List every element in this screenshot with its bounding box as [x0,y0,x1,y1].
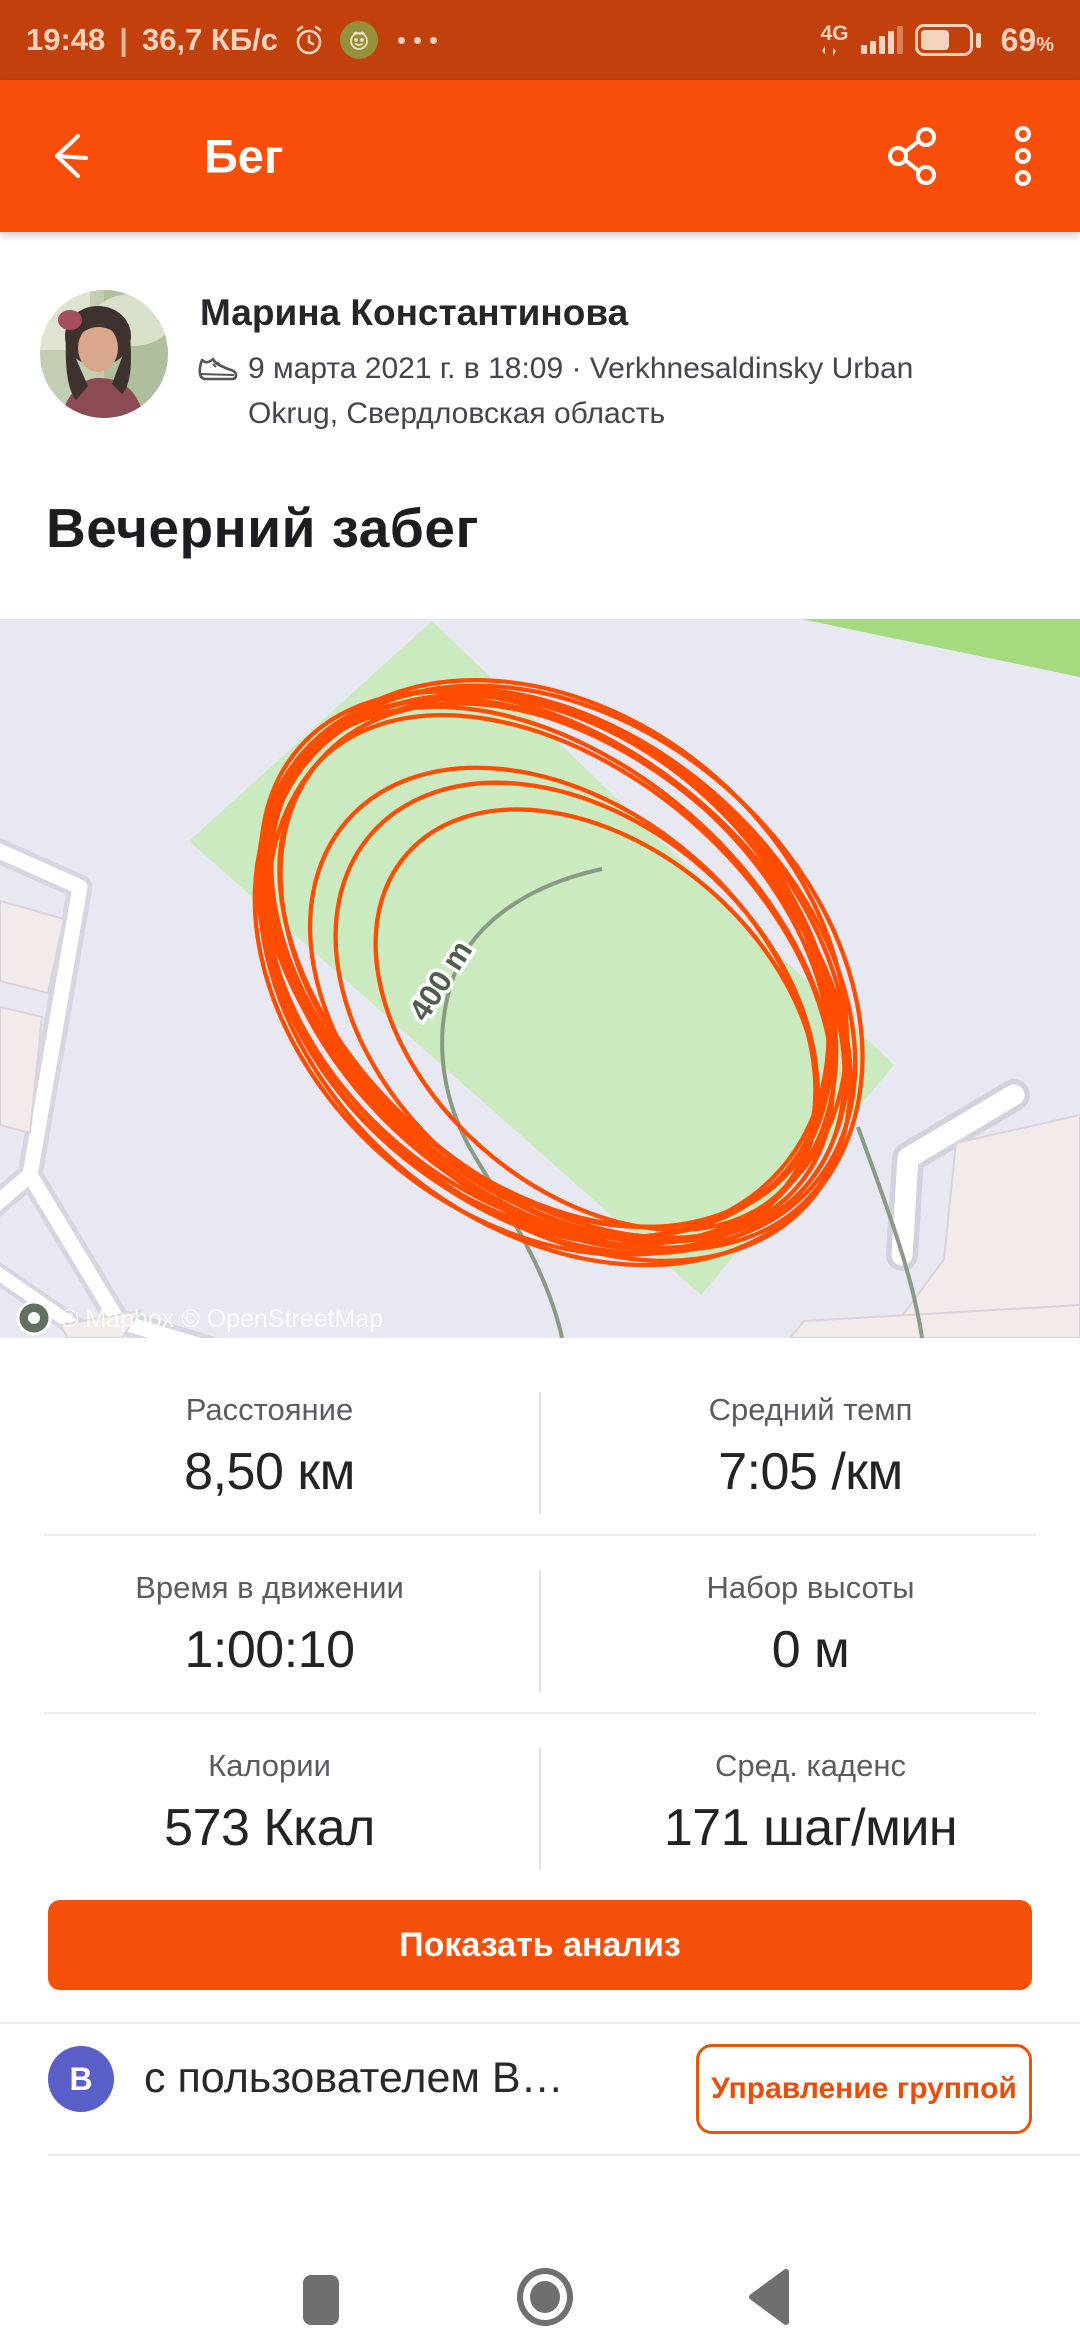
stat-avg-pace: Средний темп 7:05 /км [541,1378,1080,1530]
stats-row-3: Калории 573 Ккал Сред. каденс 171 шаг/ми… [0,1734,1080,1886]
stats-divider-2 [44,1712,1036,1714]
stat-avg-cadence: Сред. каденс 171 шаг/мин [541,1734,1080,1886]
group-divider-top [0,2022,1080,2024]
share-button[interactable] [888,127,940,185]
notification-app-icon [340,21,378,59]
column-divider [539,1748,541,1870]
activity-meta: 9 марта 2021 г. в 18:09 · Verkhnesaldins… [196,346,996,436]
stat-label: Сред. каденс [715,1748,906,1783]
stat-elev-gain: Набор высоты 0 м [541,1556,1080,1708]
map-attribution: © Mapbox © OpenStreetMap [16,1300,383,1336]
author-avatar-photo [40,290,168,418]
group-with-text[interactable]: с пользователем В… [144,2054,564,2102]
stats-row-2: Время в движении 1:00:10 Набор высоты 0 … [0,1556,1080,1708]
stat-moving-time: Время в движении 1:00:10 [0,1556,539,1708]
group-member-avatar[interactable]: В [48,2046,114,2112]
signal-bars-icon [860,26,903,54]
activity-map[interactable]: 400 m © Mapbox © OpenStreetMap [0,619,1080,1370]
stat-label: Расстояние [185,1392,354,1427]
nav-home-icon [530,2281,560,2313]
stat-value: 7:05 /км [718,1443,903,1501]
overflow-menu-button[interactable] [1012,125,1034,187]
stat-distance: Расстояние 8,50 км [0,1378,539,1530]
status-separator: | [119,22,128,57]
status-bar: 19:48 | 36,7 КБ/с 4G [0,0,1080,80]
group-avatar-letter: В [69,2060,93,2097]
battery-percent: 69% [1000,21,1054,58]
group-divider-bottom [48,2154,1080,2156]
map-green-areas [189,619,1080,1295]
status-net-speed: 36,7 КБ/с [141,22,278,57]
author-name[interactable]: Марина Константинова [200,292,629,333]
nav-back-button[interactable] [746,2268,792,2326]
manage-group-button[interactable]: Управление группой [696,2044,1032,2134]
stats-row-1: Расстояние 8,50 км Средний темп 7:05 /км [0,1378,1080,1530]
status-more-icon [398,36,437,44]
nav-home-button[interactable] [517,2268,573,2326]
stat-value: 171 шаг/мин [663,1799,958,1857]
stat-value: 1:00:10 [184,1621,356,1679]
network-type-indicator: 4G [821,23,849,58]
alarm-icon [296,25,322,55]
map-canvas: 400 m © Mapbox © OpenStreetMap [0,619,1080,1370]
stat-label: Средний темп [708,1392,913,1427]
gps-track [252,678,865,1268]
nav-back-icon [749,2269,789,2325]
share-icon [888,127,936,185]
stat-value: 8,50 км [184,1443,355,1501]
show-analysis-button[interactable]: Показать анализ [48,1900,1032,1990]
overflow-menu-icon [1015,126,1031,186]
column-divider [539,1392,541,1514]
stat-value: 0 м [771,1621,850,1679]
stats-divider-1 [44,1534,1036,1536]
activity-meta-text: 9 марта 2021 г. в 18:09 · Verkhnesaldins… [248,352,914,430]
stat-label: Время в движении [135,1570,404,1605]
running-shoe-icon [198,357,238,381]
map-attribution-text: © Mapbox © OpenStreetMap [60,1305,383,1333]
activity-title: Вечерний забег [46,497,479,559]
battery-icon [914,24,981,56]
status-time: 19:48 [26,22,106,57]
stat-label: Набор высоты [706,1570,915,1605]
column-divider [539,1570,541,1692]
page-title: Бег [204,129,284,183]
back-button[interactable] [48,131,110,181]
stat-label: Калории [208,1748,331,1783]
app-header: Бег [0,80,1080,232]
author-avatar[interactable] [40,290,168,418]
nav-recents-button[interactable] [303,2275,339,2325]
map-track-outline [440,867,924,1339]
stat-calories: Калории 573 Ккал [0,1734,539,1886]
back-arrow-icon [55,134,88,178]
stat-value: 573 Ккал [164,1799,375,1857]
